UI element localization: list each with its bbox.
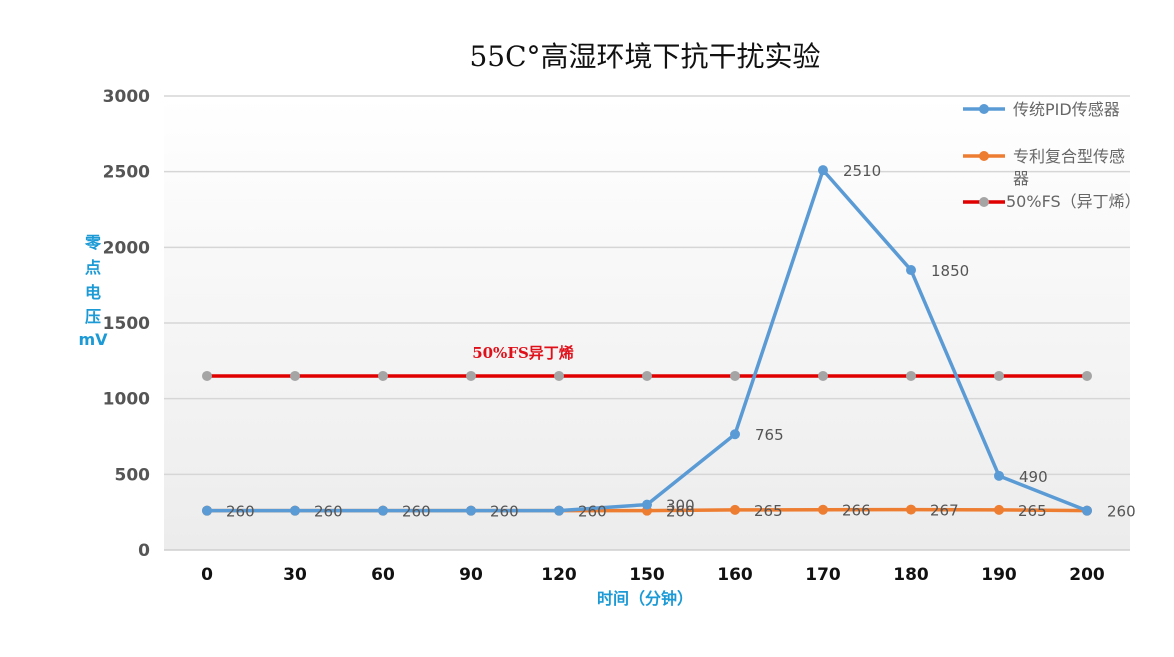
data-point: [994, 370, 1004, 381]
data-point: [554, 505, 564, 516]
x-tick-label: 0: [201, 565, 213, 585]
data-label: 260: [1107, 503, 1136, 521]
data-point: [290, 370, 300, 381]
x-tick-label: 160: [717, 565, 753, 585]
x-tick-label: 30: [283, 565, 307, 585]
data-point: [378, 370, 388, 381]
data-label: 260: [314, 503, 343, 521]
data-point: [642, 370, 652, 381]
data-point: [906, 370, 916, 381]
data-point: [730, 370, 740, 381]
y-axis-label-char: 压: [85, 307, 101, 326]
data-label: 265: [1018, 502, 1047, 520]
x-tick-label: 190: [981, 565, 1017, 585]
data-label: 260: [490, 503, 519, 521]
data-point: [994, 504, 1004, 515]
x-tick-label: 120: [541, 565, 577, 585]
y-tick-label: 2000: [103, 238, 150, 258]
data-label: 267: [930, 502, 959, 520]
legend-marker: [979, 104, 989, 114]
data-label: 2510: [843, 162, 881, 180]
x-tick-label: 200: [1069, 565, 1105, 585]
x-tick-label: 180: [893, 565, 929, 585]
data-point: [202, 505, 212, 516]
legend-label: 器: [1013, 169, 1029, 188]
data-point: [202, 370, 212, 381]
data-label: 765: [755, 426, 784, 444]
data-point: [906, 265, 916, 276]
data-label: 266: [842, 502, 871, 520]
chart-title: 55C°高湿环境下抗干扰实验: [469, 40, 820, 73]
data-point: [730, 504, 740, 515]
data-label: 1850: [931, 262, 969, 280]
data-label: 490: [1019, 468, 1048, 486]
data-label: 260: [226, 503, 255, 521]
data-label: 260: [578, 503, 607, 521]
data-point: [554, 370, 564, 381]
y-tick-label: 3000: [103, 87, 150, 107]
data-point: [818, 504, 828, 515]
data-point: [994, 470, 1004, 481]
data-label: 260: [666, 503, 695, 521]
legend-label: 50%FS（异丁烯）: [1006, 192, 1141, 211]
x-tick-label: 150: [629, 565, 665, 585]
x-axis-label: 时间（分钟）: [597, 589, 693, 608]
x-tick-label: 60: [371, 565, 395, 585]
y-axis-label-char: 电: [85, 283, 101, 302]
x-tick-label: 90: [459, 565, 483, 585]
y-tick-label: 1000: [103, 390, 150, 410]
data-point: [290, 505, 300, 516]
y-axis-label-char: 点: [85, 258, 101, 277]
y-tick-label: 0: [138, 541, 150, 561]
legend-marker: [979, 151, 989, 161]
data-point: [378, 505, 388, 516]
x-tick-labels: 0 30 60 90 120 150 160 170 180 190 200: [201, 565, 1105, 585]
legend-marker: [979, 197, 989, 207]
data-point: [1082, 370, 1092, 381]
y-axis-label-char: 零: [84, 233, 102, 252]
data-label: 260: [402, 503, 431, 521]
data-label: 300: [666, 497, 695, 515]
data-label: 265: [754, 502, 783, 520]
grid-lines: [164, 95, 1130, 551]
y-tick-label: 2500: [103, 163, 150, 183]
legend-label: 传统PID传感器: [1013, 100, 1120, 119]
y-tick-label: 500: [115, 465, 151, 485]
data-point: [466, 370, 476, 381]
data-point: [466, 505, 476, 516]
threshold-annotation: 50%FS异丁烯: [472, 344, 574, 362]
data-point: [642, 499, 652, 510]
y-tick-label: 1500: [103, 314, 150, 334]
data-point: [818, 370, 828, 381]
data-point: [906, 504, 916, 515]
data-point: [730, 429, 740, 440]
y-axis-label-char: mV: [78, 330, 108, 349]
data-point: [1082, 505, 1092, 516]
legend-label: 专利复合型传感: [1013, 147, 1125, 166]
y-tick-labels: 0 500 1000 1500 2000 2500 3000: [103, 87, 150, 561]
data-point: [818, 165, 828, 176]
x-tick-label: 170: [805, 565, 841, 585]
